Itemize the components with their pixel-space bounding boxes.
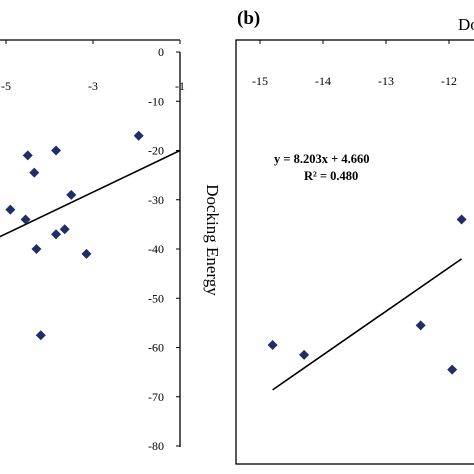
panel-a-y-tick-label: -40 [148, 242, 164, 256]
panel-a-trendline [0, 149, 181, 238]
panel-a: 0 -10 -20 -30 -40 -50 -60 -70 -80 -5 -3 -1 Docking… [0, 39, 222, 453]
panel-a-data-point [66, 189, 77, 200]
panel-a-data-point [133, 130, 144, 141]
panel-a-data-point [22, 150, 33, 161]
panel-b-r-squared: R² = 0.480 [304, 169, 358, 183]
panel-a-y-tick-label: -60 [148, 341, 164, 355]
panel-a-data-point [5, 204, 16, 215]
panel-a-data-point [51, 145, 62, 156]
panel-a-data-point [29, 167, 40, 178]
panel-b: (b) Do -15 -14 -13 -12 y = 8.203x + 4.660 R… [235, 8, 474, 465]
panel-b-top-label-partial: Do [458, 15, 474, 34]
panel-a-x-tick-label: -1 [175, 79, 185, 93]
panel-a-data-point [31, 244, 42, 254]
panel-a-y-tick-label: -50 [148, 291, 164, 305]
panel-a-y-axis-label: Docking Energy [203, 184, 222, 296]
panel-a-y-tick-label: -80 [148, 439, 164, 453]
panel-b-trendline-group [272, 258, 463, 391]
panel-a-data-point [51, 229, 62, 240]
panel-a-x-ticks: -5 -3 -1 [1, 40, 185, 93]
panel-b-data-point [267, 340, 278, 351]
panel-b-x-tick-label: -14 [315, 74, 331, 88]
panel-b-equation: y = 8.203x + 4.660 [274, 152, 370, 166]
panel-b-plot-frame [235, 39, 474, 465]
panel-a-points [5, 130, 144, 341]
panel-a-trendline-group [0, 149, 181, 238]
panel-b-data-point [299, 349, 310, 360]
panel-a-y-tick-label: -20 [148, 144, 164, 158]
panel-b-x-tick-label: -13 [378, 74, 394, 88]
panel-a-data-point [35, 330, 46, 341]
panel-a-x-tick-label: -5 [1, 79, 11, 93]
panel-a-data-point [81, 248, 92, 259]
panel-b-label: (b) [237, 8, 260, 29]
panel-b-x-ticks: -15 -14 -13 -12 [252, 40, 457, 88]
panel-b-x-tick-label: -15 [252, 74, 268, 88]
panel-a-data-point [20, 214, 31, 225]
panel-b-data-point [415, 320, 426, 331]
panel-a-y-tick-label: -70 [148, 390, 164, 404]
panel-b-data-point [447, 364, 458, 375]
panel-b-trendline [272, 258, 463, 391]
panel-b-data-point [456, 214, 467, 225]
panel-b-x-tick-label: -12 [441, 74, 457, 88]
panel-a-y-ticks: 0 -10 -20 -30 -40 -50 -60 -70 -80 [148, 45, 180, 453]
panel-a-y-tick-label: 0 [158, 45, 164, 59]
panel-a-x-tick-label: -3 [88, 79, 98, 93]
panel-a-y-tick-label: -30 [148, 193, 164, 207]
panel-a-data-point [59, 224, 70, 235]
panel-b-points [267, 214, 467, 375]
panel-a-y-tick-label: -10 [148, 94, 164, 108]
